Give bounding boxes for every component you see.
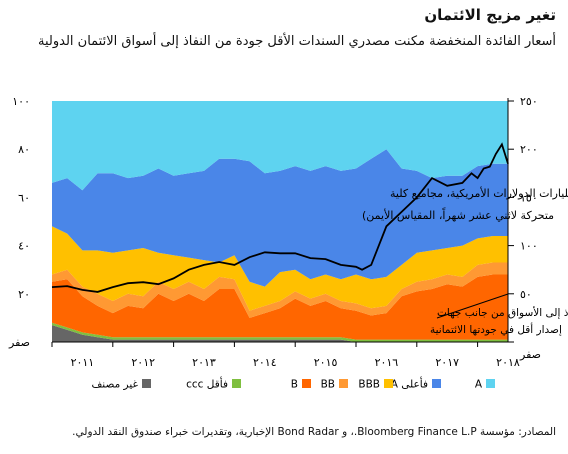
- legend-swatch-A_or_higher: [432, 379, 441, 388]
- x-tick-label: ٢٠١٢: [131, 356, 155, 369]
- legend-swatch-B: [302, 379, 311, 388]
- legend-label-A_or_higher: A فأعلى: [391, 377, 428, 391]
- left-tick-label: ٢٠: [18, 288, 30, 301]
- area-CCC: [52, 322, 508, 342]
- x-tick-label: ٢٠١٤: [253, 356, 277, 369]
- right-tick-label: صفر: [519, 348, 541, 361]
- area-A: [52, 101, 508, 191]
- right-tick-label: ٥٠: [520, 288, 532, 301]
- share-annotation-2: إصدار أقل في جودتها الائتمانية: [430, 322, 562, 336]
- line-annotation-1: الإصدار (بمليارات الدولارات الأمريكية، م…: [390, 186, 568, 200]
- chart-subtitle: أسعار الفائدة المنخفضة مكنت مصدري السندا…: [38, 34, 556, 49]
- x-tick-label: ٢٠١٧: [435, 356, 459, 369]
- right-tick-label: ٢٥٠: [520, 95, 538, 108]
- x-tick-label: ٢٠١٦: [375, 356, 399, 369]
- left-tick-label: ١٠٠: [12, 95, 30, 108]
- left-tick-label: ٤٠: [18, 240, 30, 253]
- area-unrated: [52, 325, 508, 342]
- share-annotation-1: النفاذ إلى الأسواق من جانب جهات: [437, 306, 568, 319]
- legend-swatch-A: [486, 379, 495, 388]
- left-tick-label: ٨٠: [18, 143, 30, 156]
- right-tick-label: ١٠٠: [520, 240, 538, 253]
- x-tick-label: ٢٠١٣: [192, 356, 216, 369]
- area-BBB: [52, 226, 508, 311]
- left-tick-label: صفر: [8, 336, 30, 349]
- legend-swatch-unrated: [142, 379, 151, 388]
- area-B: [52, 274, 508, 340]
- issuance-line: [51, 142, 509, 293]
- legend-swatch-BBB: [384, 379, 393, 388]
- legend-label-A: A: [475, 379, 483, 391]
- x-tick-label: ٢٠١٨: [496, 356, 520, 369]
- share-annotation-pointer: [436, 293, 509, 319]
- issuance-line-layer: [51, 142, 509, 293]
- area-BB: [52, 262, 508, 318]
- line-annotation-2: متحركة لاثني عشر شهراً، المقياس الأيمن): [362, 207, 554, 222]
- legend-label-B: B: [291, 379, 298, 391]
- axes: صفر ٢٠ ٤٠ ٦٠ ٨٠ ١٠٠ صفر ٥٠ ١٠٠ ١٥٠ ٢٠٠ ٢٥٠ ٢٠١١ ٢٠١٢ ٢…: [8, 95, 541, 369]
- legend-label-unrated: غير مصنف: [91, 379, 138, 391]
- x-tick-label: ٢٠١١: [71, 356, 95, 369]
- right-tick-label: ١٥٠: [520, 191, 538, 204]
- legend-swatch-BB: [339, 379, 348, 388]
- left-tick-label: ٦٠: [18, 191, 30, 204]
- source-note: المصادر: مؤسسة Bloomberg Finance L.P.، و…: [72, 426, 556, 438]
- stacked-areas: [52, 101, 508, 342]
- area-A_or_higher: [52, 149, 508, 287]
- legend-label-BBB: BBB: [358, 379, 380, 391]
- legend-label-CCC: ccc فأقل: [186, 377, 228, 391]
- right-tick-label: ٢٠٠: [520, 143, 538, 156]
- legend-label-BB: BB: [321, 379, 335, 391]
- chart-title: تغير مزيج الائتمان: [424, 6, 556, 24]
- x-tick-label: ٢٠١٥: [314, 356, 338, 369]
- legend-swatch-CCC: [232, 379, 241, 388]
